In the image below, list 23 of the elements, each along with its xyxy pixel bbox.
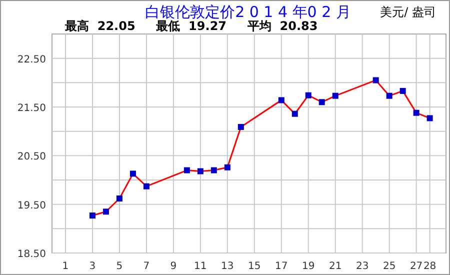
y-tick-label: 19.50	[17, 200, 46, 212]
y-tick-label: 18.50	[17, 249, 46, 260]
x-tick-label: 19	[302, 261, 315, 272]
x-tick-label: 27	[410, 261, 423, 272]
x-tick-label: 21	[328, 261, 342, 272]
x-tick-label: 28	[423, 261, 436, 272]
x-tick-label: 3	[89, 261, 96, 272]
x-tick-label: 11	[194, 261, 207, 272]
x-tick-label: 25	[382, 261, 396, 272]
chart-title: 白银伦敦定价2 0 1 4 年0 2 月	[145, 3, 351, 21]
x-tick-label: 17	[275, 261, 288, 272]
y-axis-title: 美元/ 盎司	[380, 5, 436, 19]
y-tick-label: 20.50	[17, 152, 46, 163]
y-tick-label: 21.50	[17, 103, 46, 114]
y-tick-label: 22.50	[17, 54, 46, 66]
x-tick-label: 15	[248, 261, 261, 272]
x-tick-label: 5	[116, 261, 123, 272]
chart-subtitle: 最高 22.05 最低 19.27 平均 20.83	[64, 19, 318, 33]
x-tick-label: 7	[143, 261, 150, 272]
x-tick-label: 13	[221, 261, 234, 272]
x-tick-label: 1	[62, 261, 69, 272]
x-tick-label: 9	[170, 261, 177, 272]
x-tick-label: 23	[356, 261, 369, 272]
